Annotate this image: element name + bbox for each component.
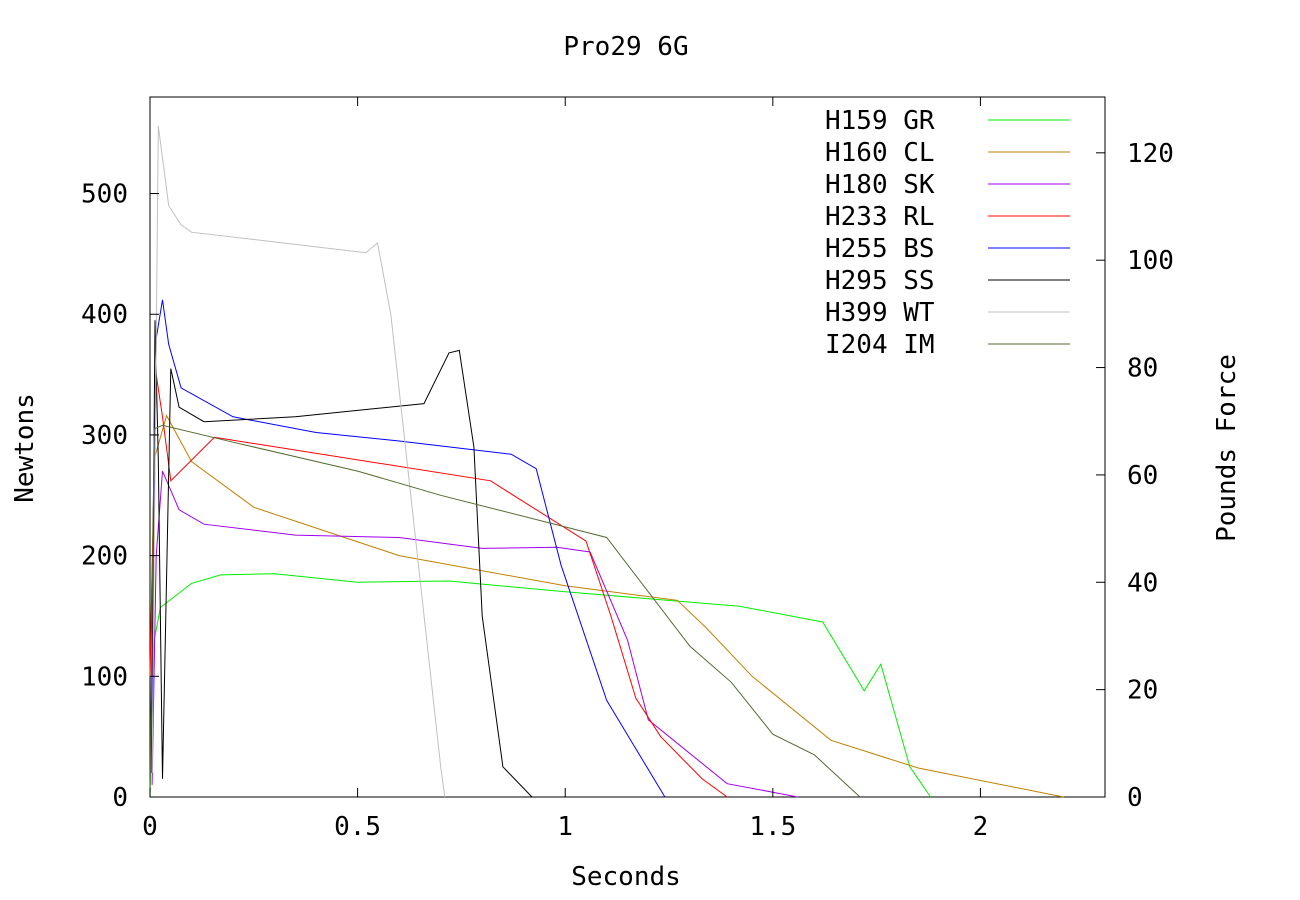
- series-line-i204-im: [149, 424, 861, 798]
- series-line-h399-wt: [151, 125, 446, 798]
- legend-label-h159-gr: H159 GR: [825, 106, 935, 136]
- y2-tick-label: 120: [1127, 139, 1174, 169]
- y-tick-label: 100: [81, 662, 128, 692]
- legend-label-h399-wt: H399 WT: [825, 298, 935, 328]
- series-line-h233-rl: [149, 374, 728, 798]
- legend-label-i204-im: I204 IM: [825, 330, 935, 360]
- y-tick-label: 300: [81, 421, 128, 451]
- series-line-h159-gr: [149, 573, 932, 798]
- x-axis: 0 0.5 1 1.5 2: [142, 97, 988, 842]
- chart-title: Pro29 6G: [563, 32, 688, 62]
- x-axis-label: Seconds: [571, 862, 681, 892]
- y-axis-label: Newtons: [10, 393, 40, 503]
- legend-label-h295-ss: H295 SS: [825, 266, 935, 296]
- y-tick-label: 400: [81, 300, 128, 330]
- plot-frame: [149, 96, 1106, 798]
- legend-label-h180-sk: H180 SK: [825, 170, 935, 200]
- y-tick-label: 200: [81, 542, 128, 572]
- y2-tick-label: 100: [1127, 246, 1174, 276]
- x-tick-label: 2: [973, 812, 989, 842]
- y2-tick-label: 20: [1127, 676, 1158, 706]
- series-line-h180-sk: [151, 470, 798, 798]
- legend-label-h255-bs: H255 BS: [825, 234, 935, 264]
- y2-tick-label: 60: [1127, 461, 1158, 491]
- x-tick-label: 0: [142, 812, 158, 842]
- series-line-h255-bs: [150, 299, 666, 798]
- series-line-h295-ss: [151, 320, 533, 798]
- x-tick-label: 1: [557, 812, 573, 842]
- legend-label-h160-cl: H160 CL: [825, 138, 935, 168]
- x-tick-label: 1.5: [749, 812, 796, 842]
- x-tick-label: 0.5: [334, 812, 381, 842]
- series-group: [149, 125, 1064, 798]
- y2-tick-label: 80: [1127, 354, 1158, 384]
- y2-tick-label: 0: [1127, 783, 1143, 813]
- y-axis-left: 0 100 200 300 400 500: [81, 180, 159, 813]
- y-axis-right: 0 20 40 60 80 100 120: [1096, 139, 1174, 813]
- series-line-h160-cl: [149, 414, 1064, 798]
- legend-label-h233-rl: H233 RL: [825, 202, 935, 232]
- y2-axis-label: Pounds Force: [1212, 354, 1242, 542]
- y2-tick-label: 40: [1127, 568, 1158, 598]
- y-tick-label: 500: [81, 180, 128, 210]
- y-tick-label: 0: [112, 783, 128, 813]
